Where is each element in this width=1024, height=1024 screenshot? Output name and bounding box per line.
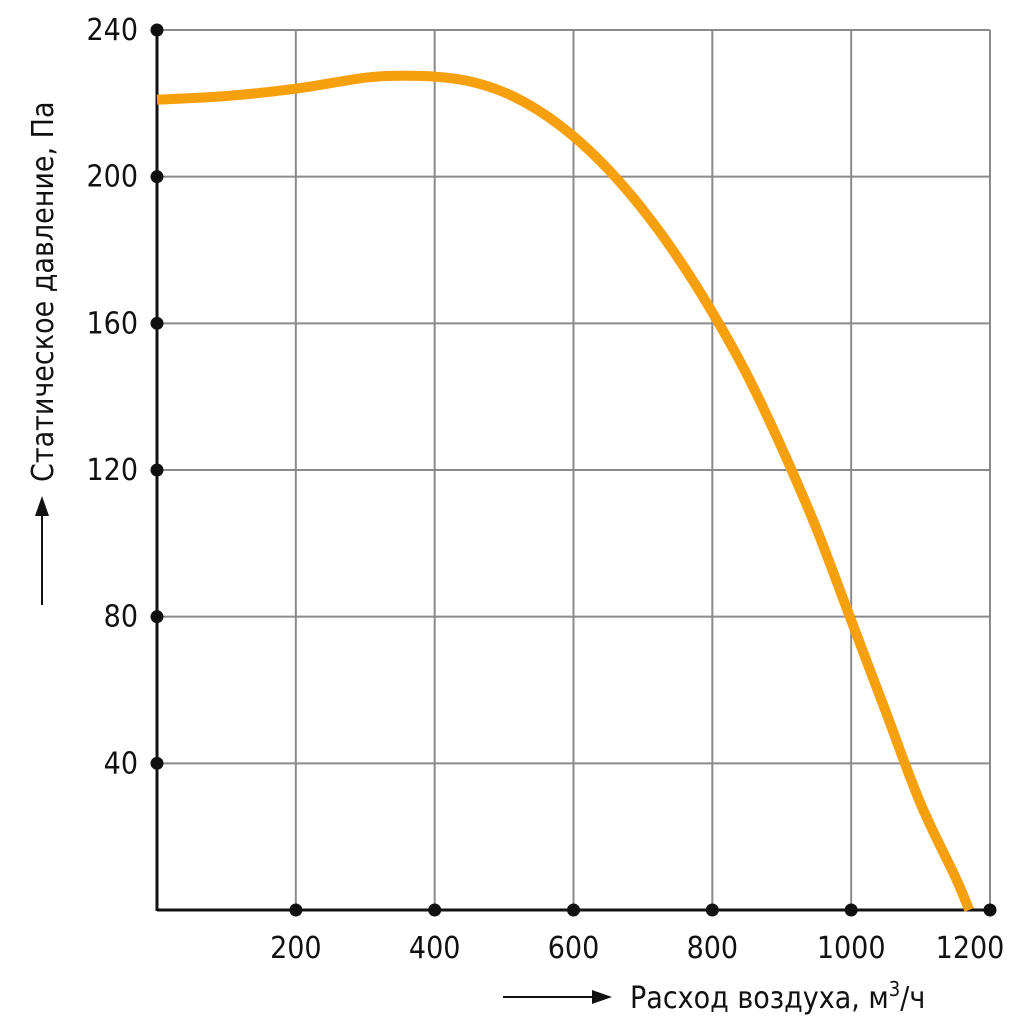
y-tick-dot-160 (150, 316, 164, 330)
y-tick-label: 240 (86, 13, 138, 48)
y-tick-label: 120 (86, 453, 138, 488)
y-axis-title: Статическое давление, Па (26, 101, 61, 482)
y-tick-label: 160 (86, 306, 138, 341)
y-tick-dot-40 (150, 756, 164, 770)
x-tick-dot-1200 (983, 903, 997, 917)
series-line-0 (156, 70, 974, 912)
x-tick-dot-800 (705, 903, 719, 917)
y-tick-label: 80 (104, 600, 138, 635)
x-tick-dot-200 (289, 903, 303, 917)
x-axis-arrow-head-icon (592, 990, 612, 1004)
x-axis-title-superscript: 3 (889, 977, 900, 1001)
y-tick-dot-240 (150, 23, 164, 37)
grid-lines (157, 29, 991, 910)
series-layer (156, 70, 974, 912)
x-tick-dot-400 (428, 903, 442, 917)
x-tick-label: 1200 (936, 931, 1005, 966)
y-axis-title-group: Статическое давление, Па (26, 101, 61, 605)
x-tick-dot-600 (567, 903, 580, 917)
x-tick-dot-1000 (844, 903, 858, 917)
x-tick-label: 800 (687, 931, 739, 966)
tick-labels: 200 400 600 800 1000 1200 40 80 120 160 200 240 (86, 13, 1004, 966)
x-axis-title-group: Расход воздуха, м3/ч (503, 977, 925, 1016)
x-axis-title-main: Расход воздуха, м (630, 981, 889, 1016)
y-tick-dot-200 (150, 170, 164, 184)
y-tick-label: 200 (86, 160, 138, 195)
y-tick-dot-80 (150, 610, 164, 624)
x-tick-label: 400 (409, 931, 461, 966)
x-axis-title: Расход воздуха, м3/ч (630, 977, 925, 1016)
x-tick-label: 600 (548, 931, 600, 966)
x-tick-label: 200 (270, 931, 322, 966)
y-tick-label: 40 (104, 746, 138, 781)
y-axis-arrow-head-icon (35, 496, 49, 516)
y-tick-dot-120 (150, 463, 164, 477)
x-axis-title-suffix: /ч (900, 981, 925, 1016)
x-tick-label: 1000 (817, 931, 886, 966)
axis-tick-dots (150, 23, 997, 917)
